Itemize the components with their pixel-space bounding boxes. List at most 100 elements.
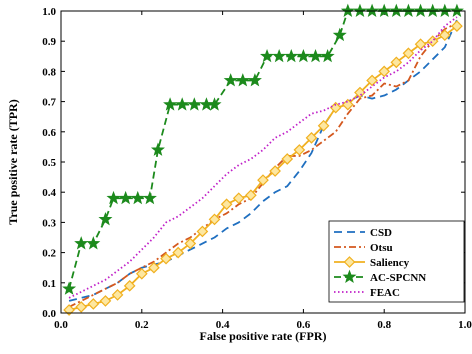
y-tick-label: 0.4	[42, 187, 56, 199]
saliency-point	[196, 225, 209, 238]
saliency-point	[172, 246, 185, 259]
ac-spcnn-point	[235, 73, 250, 87]
saliency-point	[75, 301, 88, 313]
ac-spcnn-point	[163, 97, 178, 111]
legend-label: FEAC	[370, 287, 400, 299]
x-tick-label: 0.6	[297, 319, 311, 331]
ac-spcnn-point	[74, 236, 89, 250]
saliency-point	[148, 261, 160, 274]
y-tick-label: 0.2	[42, 248, 56, 260]
x-tick-label: 0.4	[216, 319, 230, 331]
saliency-point	[341, 98, 354, 111]
ac-spcnn-point	[86, 236, 101, 250]
ac-spcnn-point	[260, 48, 275, 63]
saliency-point	[111, 289, 124, 301]
saliency-point	[135, 267, 148, 280]
saliency-point	[99, 295, 112, 307]
saliency-point	[354, 86, 366, 99]
ac-spcnn-point	[340, 3, 355, 17]
saliency-point	[305, 131, 318, 144]
x-tick-label: 0.2	[135, 319, 149, 331]
saliency-point	[245, 189, 257, 202]
saliency-point	[426, 35, 439, 48]
y-tick-label: 0.9	[42, 36, 56, 48]
saliency-point	[293, 144, 306, 156]
y-tick-label: 0.3	[42, 217, 56, 229]
ac-spcnn-point	[284, 48, 299, 63]
y-tick-label: 0.5	[42, 157, 56, 169]
legend-label: AC-SPCNN	[370, 272, 426, 284]
legend-label: CSD	[370, 227, 392, 239]
saliency-point	[378, 65, 391, 78]
saliency-point	[281, 153, 294, 165]
ac-spcnn-point	[247, 73, 262, 87]
saliency-point	[87, 298, 100, 310]
y-tick-label: 0.8	[42, 66, 56, 78]
saliency-point	[123, 279, 136, 292]
saliency-point	[329, 101, 342, 114]
legend-item-otsu: Otsu	[334, 242, 393, 254]
saliency-point	[63, 304, 75, 316]
csd-line	[68, 19, 458, 302]
ac-spcnn-point	[352, 3, 367, 17]
legend-items: CSD Otsu Saliency AC-SPCNN FEAC	[334, 227, 426, 299]
saliency-point	[414, 38, 427, 51]
x-axis-label: False positive rate (FPR)	[200, 329, 327, 343]
ac-spcnn-point	[207, 97, 222, 111]
ac-spcnn-point	[320, 48, 335, 63]
legend-label: Saliency	[370, 257, 410, 269]
legend-item-feac: FEAC	[334, 287, 400, 299]
ac-spcnn-point	[118, 190, 133, 205]
ac-spcnn-point	[365, 3, 380, 17]
legend-label: Otsu	[370, 242, 393, 254]
saliency-point	[184, 237, 197, 250]
series-csd	[68, 19, 458, 302]
y-axis-label: True positive rate (TPR)	[6, 99, 20, 224]
y-tick-label: 0.6	[42, 127, 56, 139]
feac-line	[68, 16, 458, 299]
ac-spcnn-point	[187, 97, 202, 111]
saliency-point	[160, 252, 172, 265]
x-tick-label: 0.0	[54, 319, 68, 331]
ac-spcnn-point	[401, 3, 416, 17]
ac-spcnn-point	[308, 48, 323, 63]
legend-item-ac-spcnn: AC-SPCNN	[334, 269, 426, 284]
ac-spcnn-point	[389, 3, 404, 17]
saliency-point	[390, 56, 403, 69]
saliency-point	[208, 213, 221, 226]
y-tick-label: 0.0	[42, 308, 56, 320]
ac-spcnn-point	[142, 190, 157, 205]
ac-spcnn-point	[106, 190, 121, 205]
saliency-point	[269, 165, 281, 177]
ac-spcnn-point	[377, 3, 392, 17]
legend-marker	[342, 269, 357, 283]
saliency-point	[257, 174, 269, 186]
saliency-point	[220, 198, 233, 211]
legend-item-csd: CSD	[334, 227, 392, 239]
saliency-point	[366, 74, 378, 87]
y-tick-label: 0.7	[42, 97, 56, 109]
x-tick-label: 1.0	[458, 319, 472, 331]
saliency-point	[402, 47, 415, 60]
ac-spcnn-point	[296, 48, 311, 63]
series-feac	[68, 16, 458, 299]
series-saliency	[63, 20, 463, 316]
saliency-point	[232, 192, 245, 205]
ac-spcnn-point	[425, 3, 440, 17]
ac-spcnn-point	[437, 3, 452, 17]
x-tick-label: 0.8	[377, 319, 391, 331]
legend-marker	[343, 256, 356, 268]
y-tick-label: 1.0	[42, 6, 56, 18]
ac-spcnn-point	[332, 27, 347, 42]
ac-spcnn-point	[130, 190, 145, 205]
legend-item-saliency: Saliency	[334, 256, 410, 269]
saliency-point	[317, 119, 330, 132]
ac-spcnn-point	[223, 73, 238, 87]
saliency-point	[438, 29, 451, 42]
legend: CSD Otsu Saliency AC-SPCNN FEAC	[328, 220, 465, 303]
ac-spcnn-point	[449, 3, 464, 17]
ac-spcnn-point	[62, 281, 77, 295]
saliency-point	[451, 20, 463, 32]
